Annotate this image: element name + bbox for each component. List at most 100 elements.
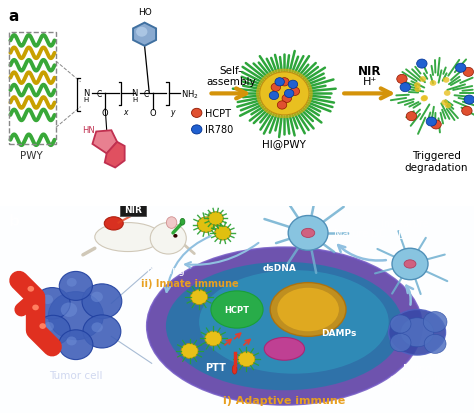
Circle shape (397, 75, 407, 84)
Ellipse shape (104, 217, 123, 230)
Circle shape (462, 107, 472, 116)
Circle shape (277, 102, 287, 110)
Circle shape (417, 60, 427, 69)
Circle shape (290, 88, 300, 96)
Ellipse shape (264, 337, 305, 360)
Circle shape (288, 216, 328, 251)
Circle shape (288, 81, 298, 89)
Circle shape (260, 73, 309, 116)
Ellipse shape (270, 283, 346, 337)
Ellipse shape (166, 217, 177, 229)
Text: HI@PWY: HI@PWY (263, 139, 306, 149)
Circle shape (67, 278, 77, 287)
Polygon shape (105, 142, 125, 168)
Circle shape (406, 112, 417, 121)
Text: H: H (83, 97, 89, 103)
Circle shape (423, 312, 447, 332)
Circle shape (443, 78, 449, 83)
FancyBboxPatch shape (120, 203, 146, 216)
Ellipse shape (211, 291, 263, 328)
Ellipse shape (277, 288, 339, 331)
Ellipse shape (301, 229, 315, 238)
Circle shape (66, 337, 77, 346)
Circle shape (282, 95, 292, 103)
Text: H⁺: H⁺ (363, 77, 377, 87)
Text: PTT: PTT (205, 362, 226, 372)
Circle shape (181, 344, 198, 358)
Ellipse shape (95, 223, 161, 252)
Circle shape (27, 286, 34, 292)
Circle shape (456, 64, 466, 73)
Ellipse shape (389, 310, 446, 355)
Text: Self-
assembly: Self- assembly (206, 66, 255, 87)
Circle shape (39, 323, 46, 329)
Circle shape (59, 330, 93, 360)
Circle shape (444, 91, 450, 97)
Circle shape (430, 81, 437, 87)
Circle shape (34, 288, 70, 319)
Circle shape (275, 78, 284, 87)
Circle shape (271, 84, 281, 92)
Ellipse shape (404, 260, 416, 268)
Text: O: O (102, 108, 109, 117)
Circle shape (59, 272, 92, 301)
Circle shape (61, 303, 77, 317)
Circle shape (390, 315, 411, 333)
Circle shape (463, 68, 474, 77)
Text: IR780: IR780 (205, 125, 233, 135)
Text: O: O (149, 108, 156, 117)
Text: b: b (9, 214, 19, 229)
Text: N: N (131, 88, 138, 97)
Circle shape (205, 331, 222, 346)
Text: a: a (9, 9, 19, 24)
Text: N: N (83, 88, 90, 97)
Circle shape (390, 334, 411, 352)
Ellipse shape (166, 262, 403, 390)
Circle shape (208, 212, 223, 225)
Circle shape (414, 87, 421, 93)
Circle shape (48, 292, 103, 340)
Text: DAMPs: DAMPs (321, 328, 356, 337)
Circle shape (280, 78, 289, 87)
Text: NIR: NIR (124, 205, 142, 214)
Text: HCPT: HCPT (205, 109, 231, 119)
Circle shape (173, 234, 178, 238)
Text: NH$_2$: NH$_2$ (181, 88, 199, 100)
Circle shape (419, 77, 426, 83)
Text: y: y (170, 108, 174, 117)
Ellipse shape (180, 219, 185, 225)
Circle shape (191, 109, 202, 118)
Circle shape (150, 223, 186, 254)
Text: Mature DC: Mature DC (334, 228, 386, 238)
Text: PWY: PWY (20, 151, 43, 161)
Circle shape (414, 83, 420, 89)
Circle shape (42, 295, 53, 304)
Circle shape (392, 249, 428, 280)
Circle shape (420, 96, 427, 102)
Ellipse shape (147, 248, 422, 405)
Text: C: C (144, 90, 149, 99)
Polygon shape (133, 24, 156, 47)
Text: NIR: NIR (358, 64, 382, 77)
Bar (9, 33, 56, 145)
Circle shape (32, 305, 39, 311)
Text: HO: HO (137, 8, 152, 17)
Text: dsDNA: dsDNA (263, 263, 297, 272)
Text: Tumor cell: Tumor cell (49, 370, 102, 380)
Circle shape (191, 126, 202, 135)
Circle shape (44, 322, 54, 331)
Circle shape (269, 92, 279, 100)
Text: T cell priming: T cell priming (118, 266, 185, 275)
Circle shape (284, 90, 294, 98)
Text: HCPT: HCPT (225, 305, 249, 314)
Ellipse shape (232, 365, 237, 374)
Circle shape (91, 323, 103, 332)
Circle shape (441, 100, 448, 106)
Text: Dying
tumor cells: Dying tumor cells (390, 363, 445, 385)
Text: H: H (132, 97, 137, 103)
Circle shape (83, 315, 121, 348)
Text: HN: HN (82, 126, 95, 135)
Ellipse shape (199, 271, 389, 374)
Polygon shape (92, 131, 117, 154)
Circle shape (36, 316, 70, 345)
